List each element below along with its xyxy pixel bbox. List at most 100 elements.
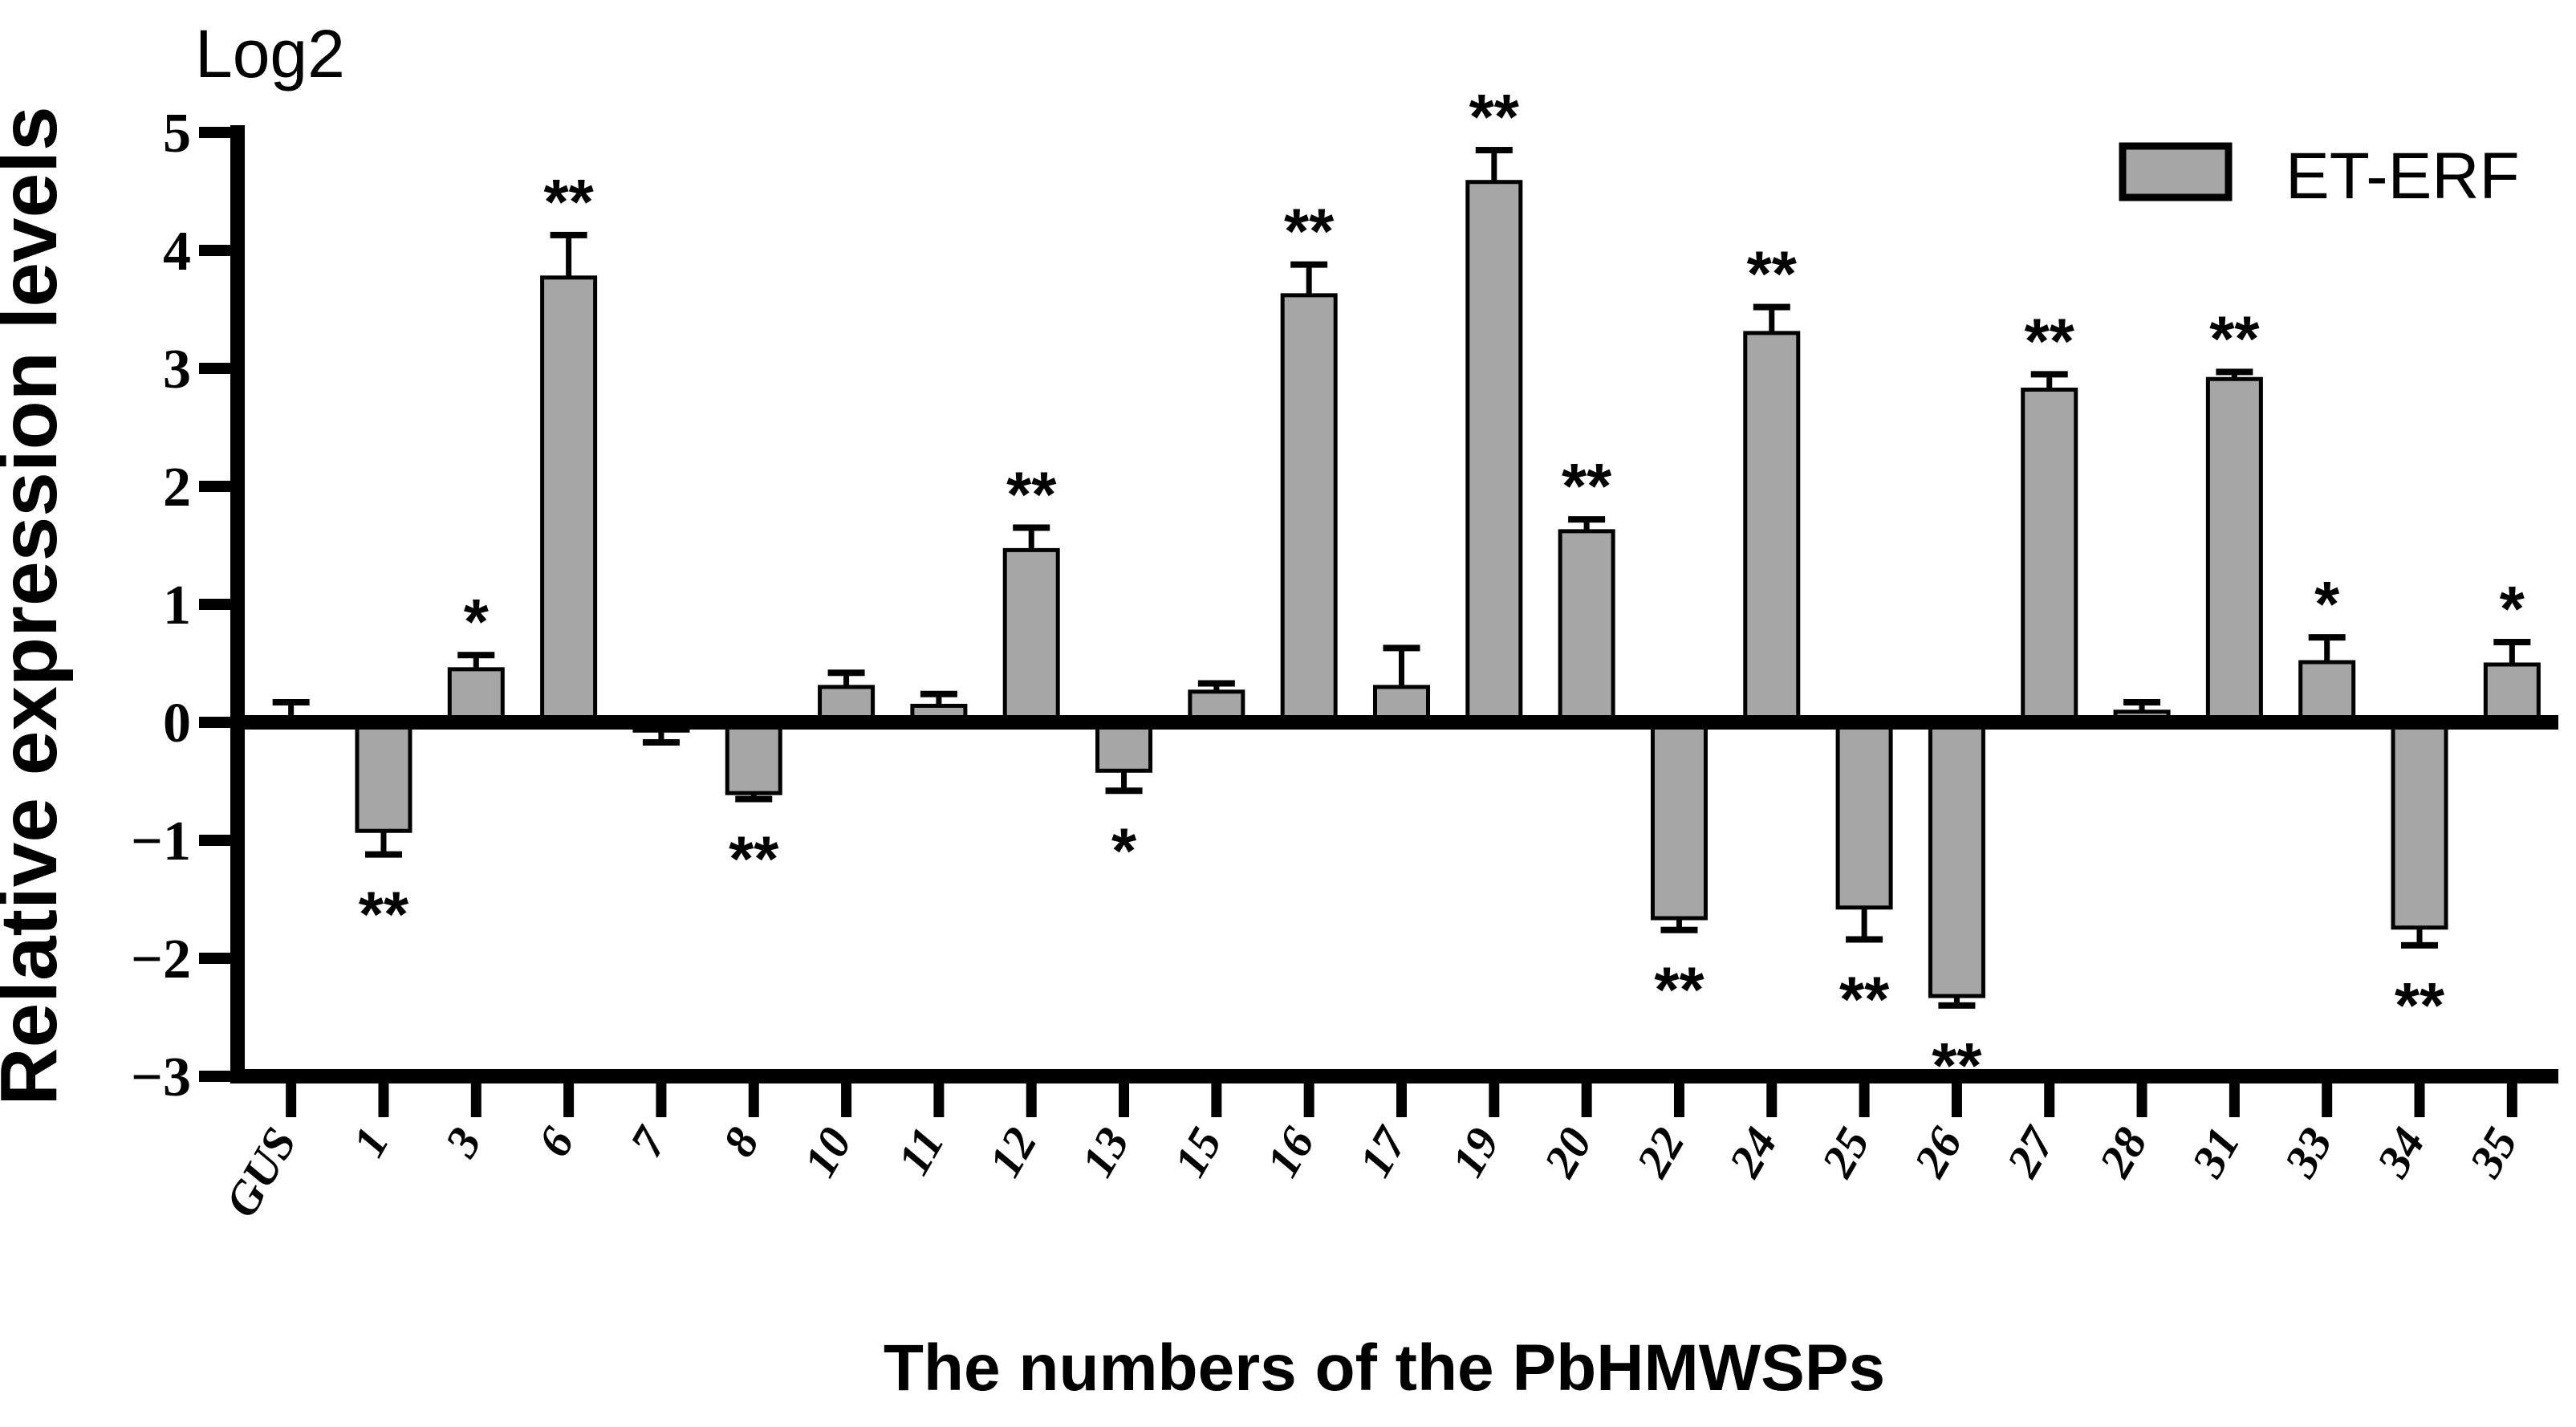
bar-31 bbox=[2205, 376, 2263, 725]
x-category-label-31: 31 bbox=[2181, 1119, 2250, 1186]
significance-25: ** bbox=[1839, 963, 1890, 1035]
y-axis-title: Relative expression levels bbox=[0, 106, 74, 1105]
x-category-label-7: 7 bbox=[620, 1117, 677, 1165]
x-tick-22 bbox=[1673, 1083, 1684, 1117]
error-cap-17 bbox=[1383, 644, 1420, 652]
significance-26: ** bbox=[1932, 1030, 1982, 1101]
bar-1 bbox=[355, 720, 412, 833]
legend-swatch bbox=[2119, 142, 2233, 201]
y-tick-3 bbox=[199, 363, 230, 374]
significance-20: ** bbox=[1562, 450, 1612, 522]
bar-3 bbox=[447, 667, 505, 725]
error-stem-26 bbox=[1953, 996, 1960, 1006]
error-stem-3 bbox=[473, 655, 479, 669]
bars-group bbox=[262, 180, 2541, 998]
x-category-label-34: 34 bbox=[2366, 1119, 2435, 1186]
error-cap-12 bbox=[1013, 524, 1050, 531]
x-tick-27 bbox=[2044, 1083, 2055, 1117]
x-tick-35 bbox=[2506, 1083, 2517, 1117]
error-stem-15 bbox=[1213, 683, 1220, 692]
significance-24: ** bbox=[1747, 238, 1798, 310]
error-cap-10 bbox=[827, 669, 865, 677]
x-category-label-13: 13 bbox=[1071, 1119, 1140, 1185]
y-tick-label-1: 1 bbox=[163, 575, 191, 636]
error-cap-27 bbox=[2030, 371, 2068, 378]
error-stem-1 bbox=[380, 831, 387, 855]
error-cap-25 bbox=[1846, 936, 1883, 943]
x-tick-33 bbox=[2322, 1083, 2333, 1117]
error-cap-20 bbox=[1568, 516, 1606, 523]
bar-25 bbox=[1835, 720, 1893, 910]
y-tick-4 bbox=[199, 245, 230, 256]
error-stem-27 bbox=[2046, 374, 2053, 390]
y-tick--1 bbox=[199, 835, 230, 846]
significance-31: ** bbox=[2209, 303, 2260, 374]
error-stem-25 bbox=[1861, 907, 1867, 940]
x-category-label-1: 1 bbox=[342, 1119, 399, 1165]
significance-34: ** bbox=[2395, 970, 2445, 1041]
x-tick-12 bbox=[1026, 1083, 1037, 1117]
x-category-label-25: 25 bbox=[1811, 1119, 1880, 1186]
x-tick-20 bbox=[1581, 1083, 1592, 1117]
error-cap-19 bbox=[1475, 147, 1513, 154]
error-stem-20 bbox=[1583, 519, 1590, 531]
error-stem-22 bbox=[1676, 918, 1682, 930]
error-cap-GUS bbox=[272, 699, 310, 706]
error-stem-11 bbox=[936, 693, 942, 706]
x-tick-16 bbox=[1303, 1083, 1314, 1117]
y-tick-label-3: 3 bbox=[163, 339, 191, 400]
x-category-label-22: 22 bbox=[1626, 1119, 1695, 1186]
error-cap-35 bbox=[2493, 639, 2531, 646]
x-tick-GUS bbox=[286, 1083, 297, 1117]
bar-35 bbox=[2483, 662, 2541, 725]
error-cap-7 bbox=[642, 738, 680, 746]
error-cap-16 bbox=[1290, 261, 1328, 268]
y-axis-spine bbox=[230, 125, 245, 1083]
y-tick-5 bbox=[199, 127, 230, 138]
significance-8: ** bbox=[729, 823, 779, 895]
significance-16: ** bbox=[1284, 196, 1335, 267]
error-stem-34 bbox=[2416, 927, 2423, 945]
error-stem-31 bbox=[2231, 372, 2237, 380]
bar-22 bbox=[1650, 720, 1708, 921]
x-category-label-3: 3 bbox=[434, 1119, 491, 1165]
x-category-label-24: 24 bbox=[1718, 1119, 1787, 1186]
y-tick-2 bbox=[199, 481, 230, 492]
error-stem-13 bbox=[1121, 770, 1128, 791]
error-stem-GUS bbox=[288, 702, 295, 721]
bar-33 bbox=[2298, 660, 2356, 725]
x-axis-title: The numbers of the PbHMWSPs bbox=[884, 1331, 1885, 1405]
x-category-label-11: 11 bbox=[887, 1119, 954, 1183]
error-cap-28 bbox=[2123, 699, 2161, 706]
error-cap-15 bbox=[1197, 680, 1235, 687]
zero-line bbox=[230, 715, 2558, 730]
error-stem-19 bbox=[1491, 150, 1497, 182]
significance-33: * bbox=[2314, 568, 2340, 640]
error-stem-33 bbox=[2324, 637, 2330, 663]
y-tick-label--3: −3 bbox=[131, 1047, 191, 1108]
x-tick-1 bbox=[378, 1083, 389, 1117]
x-category-label-33: 33 bbox=[2273, 1119, 2342, 1186]
x-tick-7 bbox=[656, 1083, 667, 1117]
bar-27 bbox=[2021, 387, 2078, 725]
x-category-label-35: 35 bbox=[2459, 1119, 2528, 1186]
error-stem-6 bbox=[566, 234, 572, 278]
error-cap-33 bbox=[2308, 634, 2346, 641]
bar-6 bbox=[540, 275, 598, 725]
x-category-label-26: 26 bbox=[1904, 1119, 1973, 1186]
x-category-label-10: 10 bbox=[794, 1119, 862, 1185]
x-tick-31 bbox=[2229, 1083, 2240, 1117]
y-tick-label-4: 4 bbox=[163, 221, 191, 283]
bar-8 bbox=[725, 720, 782, 795]
significance-27: ** bbox=[2025, 305, 2075, 376]
error-cap-3 bbox=[457, 652, 495, 659]
legend-label: ET-ERF bbox=[2285, 140, 2520, 213]
error-cap-1 bbox=[364, 851, 402, 858]
x-category-label-19: 19 bbox=[1441, 1119, 1509, 1185]
error-stem-7 bbox=[658, 730, 664, 742]
y-tick-label-0: 0 bbox=[163, 693, 191, 754]
y-tick-label--2: −2 bbox=[131, 929, 191, 990]
bar-26 bbox=[1928, 720, 1985, 998]
significance-19: ** bbox=[1469, 81, 1520, 152]
error-cap-6 bbox=[550, 231, 587, 238]
